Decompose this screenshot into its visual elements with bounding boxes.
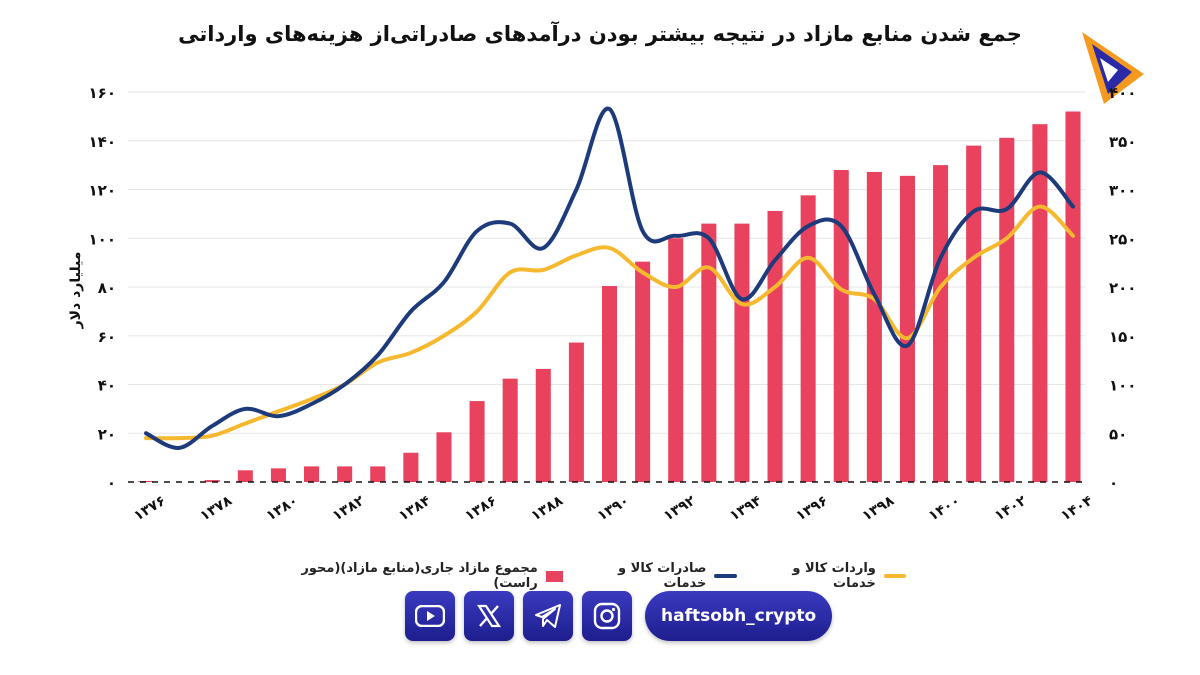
bar	[767, 210, 783, 482]
x-tick-label: ۱۳۸۲	[330, 493, 368, 525]
brand-logo-icon	[1082, 32, 1144, 104]
bar	[701, 223, 717, 482]
y2-tick-label: ۲۵۰	[1109, 230, 1136, 248]
x-tick-label: ۱۴۰۲	[992, 493, 1030, 525]
x-tick-label: ۱۳۹۸	[860, 493, 898, 525]
legend-swatch-exports	[714, 574, 737, 578]
y2-tick-label: ۳۵۰	[1109, 133, 1136, 151]
x-tick-label: ۱۳۷۶	[131, 493, 168, 525]
y-tick-label: ۱۲۰	[89, 182, 116, 200]
bar	[635, 261, 651, 482]
legend-item-surplus: مجموع مازاد جاری(منابع مازاد)(محور راست)	[294, 561, 563, 591]
youtube-button[interactable]	[405, 591, 455, 641]
x-tick-label: ۱۳۸۴	[396, 493, 434, 525]
instagram-icon	[593, 602, 621, 630]
bar	[833, 170, 849, 482]
telegram-icon	[535, 604, 561, 628]
bar	[933, 165, 949, 482]
y2-tick-label: ۵۰	[1109, 425, 1127, 443]
bar	[270, 468, 286, 482]
bar	[1065, 111, 1081, 482]
youtube-icon	[415, 605, 445, 627]
legend-item-exports: صادرات کالا و خدمات	[591, 561, 737, 591]
bar	[866, 171, 882, 482]
bar	[601, 286, 618, 482]
bar	[535, 368, 551, 482]
bar	[436, 432, 452, 482]
legend-label-imports: واردات کالا و خدمات	[792, 561, 876, 591]
y-tick-label: ۲۰	[98, 425, 116, 443]
chart-title: جمع شدن منابع مازاد در نتیجه بیشتر بودن …	[178, 22, 1022, 46]
bar	[999, 137, 1015, 482]
y-tick-label: ۴۰	[98, 377, 116, 395]
y-tick-label: ۶۰	[98, 328, 116, 346]
bar	[502, 378, 518, 482]
legend-label-surplus: مجموع مازاد جاری(منابع مازاد)(محور راست)	[301, 561, 538, 591]
x-icon	[476, 604, 502, 628]
bar	[568, 342, 584, 482]
instagram-button[interactable]	[582, 591, 632, 641]
y2-tick-label: ۱۵۰	[1109, 328, 1136, 346]
social-handle[interactable]: haftsobh_crypto	[645, 591, 833, 641]
bar	[304, 466, 320, 482]
exports-line	[144, 106, 1075, 450]
legend-swatch-imports	[883, 574, 906, 578]
bar	[734, 223, 750, 482]
x-tick-label: ۱۳۸۸	[528, 493, 566, 525]
chart: ۰ ۲۰ ۴۰ ۶۰ ۸۰ ۱۰۰ ۱۲۰ ۱۴۰ ۱۶۰ ۰ ۵۰ ۱۰۰ ۱۵۰ ۲۰۰ ۲۵۰ ۳۰۰ ۳…	[68, 84, 1136, 525]
x-tick-label: ۱۳۹۰	[595, 493, 632, 525]
y-tick-label: ۱۶۰	[89, 84, 116, 102]
bar	[899, 175, 915, 482]
x-tick-label: ۱۳۸۶	[462, 493, 499, 525]
x-button[interactable]	[464, 591, 514, 641]
legend-label-exports: صادرات کالا و خدمات	[618, 561, 707, 591]
y-tick-label: ۱۰۰	[89, 230, 116, 248]
y-tick-label: ۱۴۰	[89, 133, 116, 151]
bar	[237, 470, 253, 482]
bar	[204, 480, 220, 482]
y2-tick-label: ۱۰۰	[1109, 377, 1136, 395]
y-axis-title: میلیارد دلار	[68, 252, 84, 330]
x-tick-label: ۱۳۹۶	[793, 493, 830, 525]
bar	[370, 466, 386, 482]
bars-series	[138, 111, 1081, 483]
x-tick-label: ۱۳۷۸	[197, 493, 235, 525]
y-tick-label: ۸۰	[98, 279, 116, 297]
social-links: haftsobh_crypto	[405, 591, 833, 641]
x-tick-label: ۱۴۰۴	[1058, 493, 1096, 525]
y2-tick-label: ۳۰۰	[1109, 182, 1136, 200]
legend: واردات کالا و خدمات صادرات کالا و خدمات …	[280, 561, 920, 591]
y-tick-label: ۰	[107, 474, 116, 492]
y2-tick-label: ۴۰۰	[1109, 84, 1136, 102]
bar	[668, 238, 684, 482]
x-tick-label: ۱۳۸۰	[264, 493, 301, 525]
x-tick-label: ۱۳۹۴	[727, 493, 765, 525]
bar	[1032, 124, 1048, 483]
telegram-button[interactable]	[523, 591, 573, 641]
bar	[337, 466, 353, 482]
y2-tick-label: ۰	[1109, 474, 1118, 492]
legend-item-imports: واردات کالا و خدمات	[765, 561, 906, 591]
x-tick-label: ۱۳۹۲	[661, 493, 699, 525]
legend-swatch-surplus	[545, 570, 563, 582]
bar	[800, 195, 816, 482]
line-series	[144, 106, 1075, 450]
x-tick-label: ۱۴۰۰	[926, 493, 963, 525]
bar	[403, 452, 419, 482]
bar	[469, 401, 485, 482]
bar	[966, 145, 982, 482]
y2-tick-label: ۲۰۰	[1109, 279, 1136, 297]
